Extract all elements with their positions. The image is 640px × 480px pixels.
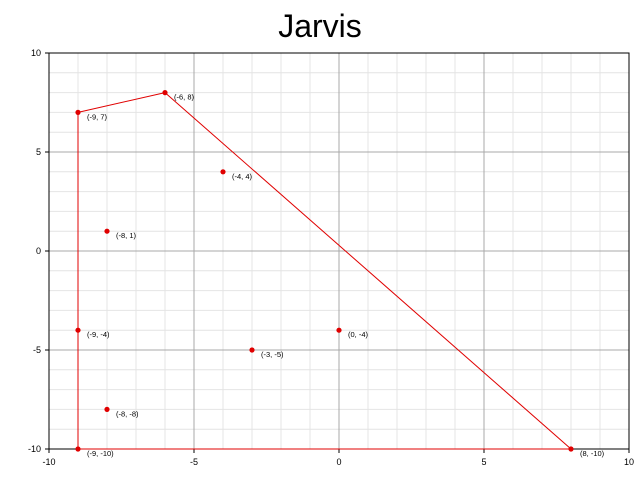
point-label: (8, -10) (580, 449, 605, 458)
data-point (75, 327, 81, 333)
y-axis-ticks: -10 -5 0 5 10 (28, 48, 49, 454)
x-axis-ticks: -10 -5 0 5 10 (42, 449, 634, 467)
data-point (104, 406, 110, 412)
data-point (104, 228, 110, 234)
y-tick-label: 5 (36, 147, 41, 157)
y-tick-label: 0 (36, 246, 41, 256)
chart-title: Jarvis (278, 8, 362, 44)
point-label: (0, -4) (348, 330, 369, 339)
y-tick-label: 10 (31, 48, 41, 58)
x-tick-label: 0 (336, 457, 341, 467)
point-label: (-9, 7) (87, 112, 108, 121)
point-label: (-9, -4) (87, 330, 110, 339)
x-tick-label: 10 (624, 457, 634, 467)
point-label: (-3, -5) (261, 350, 284, 359)
hull-edge (164, 92, 572, 450)
data-point (162, 90, 168, 96)
x-tick-label: 5 (481, 457, 486, 467)
point-label: (-9, -10) (87, 449, 114, 458)
data-point (249, 347, 255, 353)
data-point (75, 446, 81, 452)
data-point (75, 109, 81, 115)
point-label: (-6, 8) (174, 93, 195, 102)
y-tick-label: -10 (28, 444, 41, 454)
data-point (336, 327, 342, 333)
point-label: (-8, -8) (116, 409, 139, 418)
y-tick-label: -5 (33, 345, 41, 355)
data-point (568, 446, 574, 452)
point-labels: (-6, 8) (-9, 7) (-4, 4) (-8, 1) (-9, -4) (0, … (87, 93, 605, 458)
hull-edge (77, 92, 166, 113)
x-tick-label: -5 (190, 457, 198, 467)
point-label: (-8, 1) (116, 231, 137, 240)
data-points (75, 90, 574, 452)
x-tick-label: -10 (42, 457, 55, 467)
point-label: (-4, 4) (232, 172, 253, 181)
convex-hull (77, 92, 572, 450)
data-point (220, 169, 226, 175)
